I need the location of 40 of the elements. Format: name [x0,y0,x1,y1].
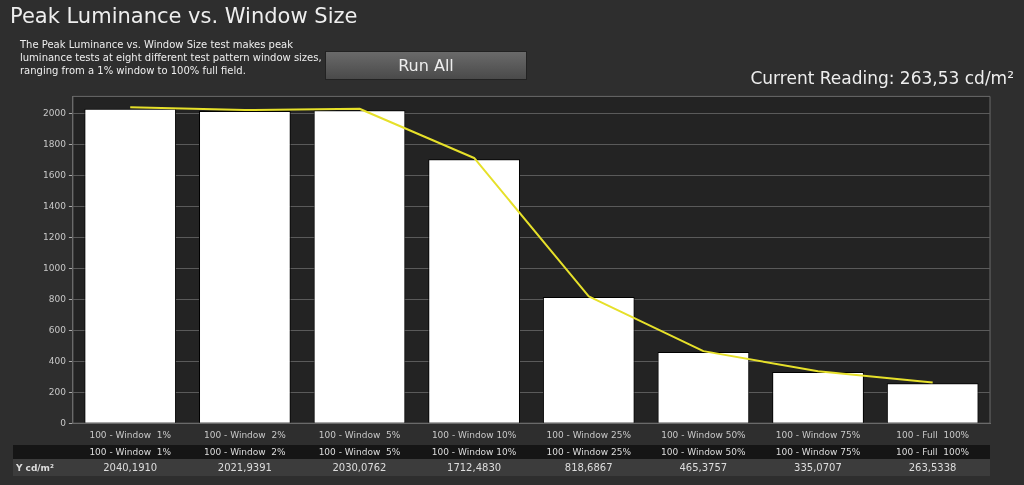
x-tick-label: 100 - Window 2% [204,429,287,440]
x-tick-label: 100 - Window 10% [431,429,517,440]
data-label: 335,0707 [793,461,843,475]
chart-title: Peak Luminance vs. Window Size [10,4,358,28]
data-label: 2021,9391 [216,461,273,475]
data-label: 2040,1910 [102,461,159,475]
y-tick-label: 1800 [43,138,67,149]
y-tick-label: 1600 [43,169,67,180]
y-tick-label: 600 [48,324,67,335]
category-label: 100 - Window 75% [775,447,861,457]
category-label: 100 - Window 5% [318,447,401,457]
text: Current Reading: 263,53 cd/m² [750,68,1014,88]
category-label: 100 - Window 25% [546,447,631,457]
x-tick-label: 100 - Window 25% [546,429,632,440]
y-tick-label: 1000 [43,262,67,273]
text: Y cd/m² [15,462,54,473]
chart-subtitle: The Peak Luminance vs. Window Size test makes peak luminance tests at eight different test pattern window sizes, ranging from a 1% window to 100% full field. [20,38,323,77]
data-label: 818,6867 [563,461,614,475]
category-label: 100 - Window 1% [89,447,172,457]
category-label: 100 - Window 50% [661,447,746,457]
x-tick-label: 100 - Window 50% [661,429,747,440]
y-tick-label: 1400 [43,200,67,211]
data-label: 1712,4830 [446,461,503,475]
y-tick-label: 1200 [43,231,67,242]
x-tick-label: 100 - Window 5% [318,429,401,440]
y-tick-label: 400 [48,355,67,366]
category-label: 100 - Full 100% [896,447,970,457]
y-tick-label: 2000 [43,107,67,118]
data-label: 263,5338 [907,461,958,475]
y-tick-label: 200 [48,386,67,397]
x-tick-label: 100 - Window 1% [89,429,172,440]
category-label: 100 - Window 10% [431,447,517,457]
x-tick-label: 100 - Full 100% [896,429,970,440]
data-label: 2030,0762 [331,461,388,475]
x-tick-label: 100 - Window 75% [775,429,861,440]
data-label: 465,3757 [678,461,729,475]
category-label: 100 - Window 2% [204,447,286,457]
run-all-button: Run All [325,51,527,80]
y-tick-label: 800 [48,293,67,304]
y-tick-label: 0 [60,417,67,428]
